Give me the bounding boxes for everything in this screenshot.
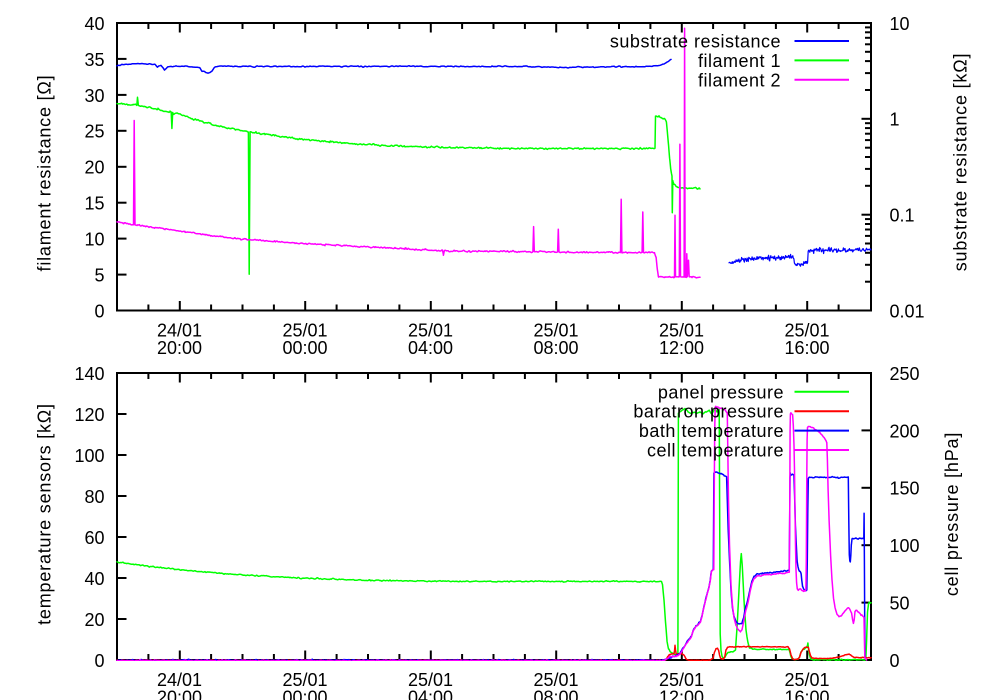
svg-text:cell pressure [hPa]: cell pressure [hPa] (942, 432, 962, 596)
svg-text:200: 200 (890, 421, 920, 441)
svg-text:100: 100 (890, 536, 920, 556)
svg-text:50: 50 (890, 594, 910, 614)
svg-text:25/01: 25/01 (408, 321, 453, 341)
svg-text:0: 0 (890, 651, 900, 671)
svg-text:substrate resistance: substrate resistance (610, 32, 781, 52)
svg-text:temperature sensors [kΩ]: temperature sensors [kΩ] (35, 403, 55, 625)
svg-text:20: 20 (84, 610, 104, 630)
svg-text:10: 10 (890, 14, 910, 34)
svg-text:bath temperature: bath temperature (639, 421, 784, 441)
svg-text:20:00: 20:00 (157, 688, 202, 700)
svg-text:120: 120 (74, 405, 104, 425)
svg-text:filament resistance [Ω]: filament resistance [Ω] (35, 75, 55, 272)
svg-text:00:00: 00:00 (282, 688, 327, 700)
svg-text:04:00: 04:00 (408, 338, 453, 358)
svg-text:24/01: 24/01 (157, 670, 202, 690)
svg-text:60: 60 (84, 528, 104, 548)
svg-text:25/01: 25/01 (282, 670, 327, 690)
svg-text:140: 140 (74, 364, 104, 384)
svg-text:25/01: 25/01 (659, 321, 704, 341)
svg-text:40: 40 (84, 569, 104, 589)
svg-text:25/01: 25/01 (533, 670, 578, 690)
svg-text:16:00: 16:00 (784, 688, 829, 700)
svg-text:25/01: 25/01 (659, 670, 704, 690)
svg-text:16:00: 16:00 (784, 338, 829, 358)
svg-text:substrate resistance [kΩ]: substrate resistance [kΩ] (951, 53, 971, 272)
svg-text:0.1: 0.1 (890, 206, 915, 226)
svg-text:0.01: 0.01 (890, 301, 925, 321)
svg-text:panel pressure: panel pressure (658, 382, 784, 402)
svg-text:25/01: 25/01 (784, 670, 829, 690)
svg-text:20:00: 20:00 (157, 338, 202, 358)
svg-text:25/01: 25/01 (784, 321, 829, 341)
svg-text:30: 30 (84, 86, 104, 106)
svg-text:80: 80 (84, 487, 104, 507)
svg-text:12:00: 12:00 (659, 338, 704, 358)
svg-text:filament 1: filament 1 (698, 51, 781, 71)
svg-text:cell temperature: cell temperature (647, 441, 784, 461)
svg-text:35: 35 (84, 50, 104, 70)
svg-text:100: 100 (74, 446, 104, 466)
svg-text:04:00: 04:00 (408, 688, 453, 700)
svg-text:25/01: 25/01 (533, 321, 578, 341)
svg-text:25/01: 25/01 (282, 321, 327, 341)
svg-text:08:00: 08:00 (533, 688, 578, 700)
svg-text:12:00: 12:00 (659, 688, 704, 700)
svg-text:40: 40 (84, 14, 104, 34)
svg-text:25: 25 (84, 122, 104, 142)
svg-text:0: 0 (94, 301, 104, 321)
svg-text:25/01: 25/01 (408, 670, 453, 690)
svg-text:20: 20 (84, 158, 104, 178)
svg-text:08:00: 08:00 (533, 338, 578, 358)
svg-text:24/01: 24/01 (157, 321, 202, 341)
svg-text:1: 1 (890, 110, 900, 130)
svg-text:filament 2: filament 2 (698, 70, 781, 90)
svg-text:10: 10 (84, 230, 104, 250)
svg-text:250: 250 (890, 364, 920, 384)
svg-text:15: 15 (84, 194, 104, 214)
svg-text:baratron pressure: baratron pressure (633, 402, 784, 422)
svg-text:5: 5 (94, 266, 104, 286)
svg-text:00:00: 00:00 (282, 338, 327, 358)
svg-text:150: 150 (890, 479, 920, 499)
svg-text:0: 0 (94, 651, 104, 671)
